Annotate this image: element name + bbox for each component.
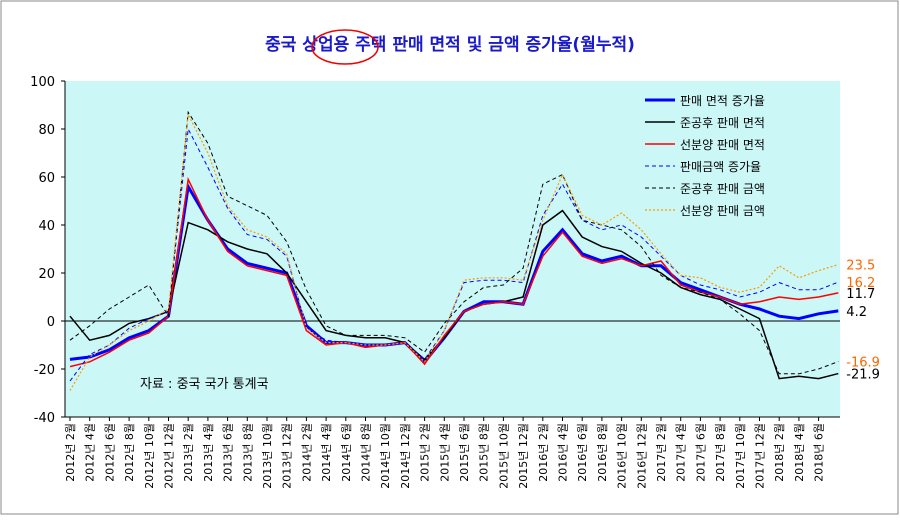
x-tick-label: 2014년 10월 [379,423,392,489]
y-tick-label: 40 [38,219,55,234]
end-label: 16.2 [846,276,875,291]
x-tick-label: 2012년 10월 [143,423,156,489]
y-tick-label: -40 [34,411,55,426]
annotation: 자료 : 중국 국가 통계국 [140,377,269,392]
series-line [69,209,839,380]
legend-label: 선분양 판매 면적 [680,138,765,152]
x-tick-label: 2017년 2월 [655,423,668,482]
x-tick-label: 2015년 10월 [497,423,510,489]
y-tick-label: 100 [30,75,55,90]
x-tick-label: 2018년 2월 [773,423,786,482]
y-tick-label: 60 [38,171,55,186]
x-tick-label: 2014년 8월 [360,423,373,482]
x-tick-label: 2017년 12월 [754,423,767,489]
x-tick-label: 2017년 6월 [694,423,707,482]
x-tick-label: 2017년 8월 [714,423,727,482]
x-tick-label: 2013년 4월 [202,423,215,482]
series-line [69,112,839,391]
x-tick-label: 2015년 6월 [458,423,471,482]
legend-label: 준공후 판매 면적 [680,116,765,130]
end-label: 4.2 [846,305,867,320]
legend-label: 판매금액 증가율 [680,160,761,174]
x-tick-label: 2017년 10월 [734,423,747,489]
legend-label: 선분양 판매 금액 [680,204,765,218]
x-tick-label: 2013년 12월 [281,423,294,489]
y-tick-label: 80 [38,123,55,138]
x-tick-label: 2016년 4월 [557,423,570,482]
x-tick-label: 2012년 4월 [84,423,97,482]
x-tick-label: 2013년 2월 [182,423,195,482]
x-tick-label: 2014년 6월 [340,423,353,482]
legend-label: 준공후 판매 금액 [680,182,765,196]
x-tick-label: 2018년 6월 [813,423,826,482]
legend [640,88,805,226]
x-tick-label: 2012년 8월 [123,423,136,482]
series-line [69,176,839,368]
x-tick-label: 2017년 4월 [675,423,688,482]
y-tick-label: -20 [34,363,55,378]
highlight-circle [311,29,379,65]
x-tick-label: 2012년 12월 [163,423,176,489]
x-tick-label: 2015년 8월 [478,423,491,482]
x-tick-label: 2016년 12월 [635,423,648,489]
series-line [69,110,839,375]
end-label: 23.5 [846,259,875,274]
x-tick-label: 2012년 6월 [103,423,116,482]
y-tick-label: 20 [38,267,55,282]
x-tick-label: 2018년 4월 [793,423,806,482]
x-tick-label: 2015년 4월 [438,423,451,482]
x-tick-label: 2014년 12월 [399,423,412,489]
x-tick-label: 2012년 2월 [64,423,77,482]
x-tick-label: 2016년 2월 [537,423,550,482]
x-tick-label: 2013년 10월 [261,423,274,489]
x-tick-label: 2015년 12월 [517,423,530,489]
x-tick-label: 2015년 2월 [419,423,432,482]
end-label: -16.9 [846,356,880,371]
x-tick-label: 2013년 6월 [222,423,235,482]
x-tick-label: 2014년 4월 [320,423,333,482]
x-tick-label: 2016년 10월 [616,423,629,489]
x-tick-label: 2016년 6월 [576,423,589,482]
x-tick-label: 2014년 2월 [300,423,313,482]
chart-title: 중국 상업용 주택 판매 면적 및 금액 증가율(월누적) [265,35,635,55]
x-tick-label: 2013년 8월 [241,423,254,482]
x-tick-label: 2016년 8월 [596,423,609,482]
y-tick-label: 0 [47,315,55,330]
legend-label: 판매 면적 증가율 [680,94,765,108]
end-label: 11.7 [846,287,875,302]
end-label: -21.9 [846,368,880,383]
series-line [69,127,839,382]
